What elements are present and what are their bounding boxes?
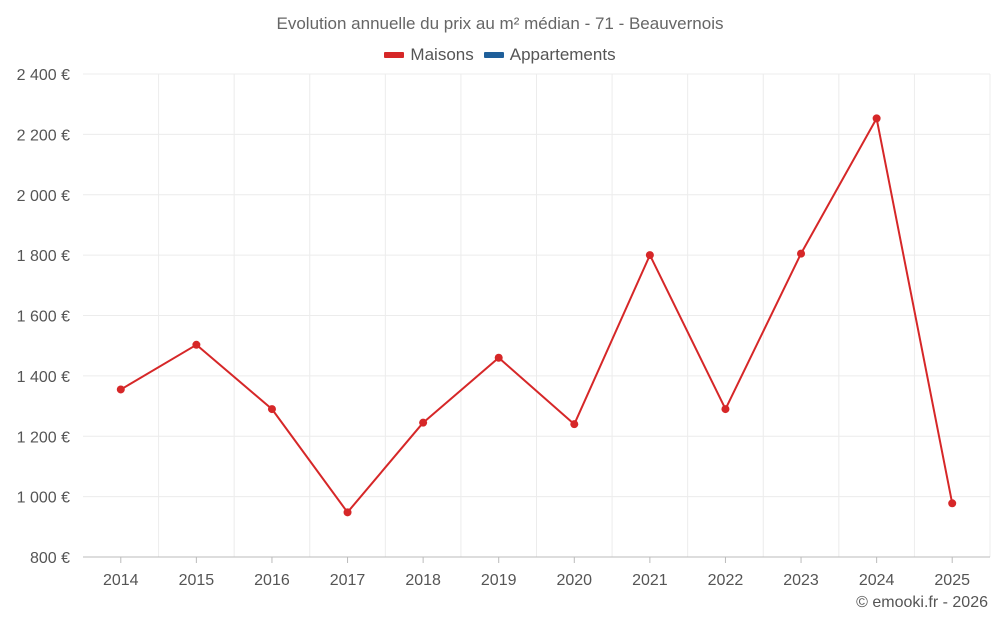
y-tick-label: 1 000 € bbox=[17, 490, 70, 507]
data-point bbox=[419, 418, 428, 427]
data-point bbox=[116, 385, 125, 394]
data-point bbox=[721, 405, 730, 414]
data-point bbox=[343, 508, 352, 517]
data-point bbox=[948, 499, 957, 508]
y-tick-label: 1 800 € bbox=[17, 248, 70, 265]
legend-swatch-maisons bbox=[384, 52, 405, 58]
credit: © emooki.fr - 2026 bbox=[856, 594, 988, 611]
x-tick-label: 2015 bbox=[179, 572, 215, 589]
legend-label-appartements: Appartements bbox=[509, 45, 616, 64]
data-point bbox=[872, 114, 881, 123]
x-tick-label: 2025 bbox=[934, 572, 970, 589]
y-tick-label: 1 200 € bbox=[17, 429, 70, 446]
legend: Maisons Appartements bbox=[0, 45, 1000, 65]
x-tick-label: 2016 bbox=[254, 572, 290, 589]
y-tick-label: 2 200 € bbox=[17, 127, 70, 144]
legend-item-appartements[interactable]: Appartements bbox=[483, 45, 616, 65]
x-tick-label: 2019 bbox=[481, 572, 517, 589]
x-tick-label: 2023 bbox=[783, 572, 819, 589]
data-point bbox=[645, 251, 654, 260]
data-point bbox=[267, 405, 276, 414]
x-tick-label: 2014 bbox=[103, 572, 139, 589]
x-tick-label: 2017 bbox=[330, 572, 366, 589]
legend-item-maisons[interactable]: Maisons bbox=[384, 45, 474, 65]
x-tick-label: 2022 bbox=[708, 572, 744, 589]
x-tick-label: 2018 bbox=[405, 572, 441, 589]
data-point bbox=[797, 249, 806, 258]
y-tick-label: 800 € bbox=[30, 550, 70, 567]
legend-label-maisons: Maisons bbox=[410, 45, 474, 64]
chart-title: Evolution annuelle du prix au m² médian … bbox=[276, 14, 724, 33]
x-tick-label: 2024 bbox=[859, 572, 895, 589]
x-tick-label: 2020 bbox=[556, 572, 592, 589]
series-line-maisons bbox=[120, 117, 954, 514]
y-tick-label: 1 600 € bbox=[17, 309, 70, 326]
y-tick-label: 2 400 € bbox=[17, 67, 70, 84]
y-tick-label: 1 400 € bbox=[17, 369, 70, 386]
x-tick-label: 2021 bbox=[632, 572, 668, 589]
data-point bbox=[192, 340, 201, 349]
data-point bbox=[494, 353, 503, 362]
legend-swatch-appartements bbox=[483, 52, 504, 58]
data-point bbox=[570, 420, 579, 429]
y-tick-label: 2 000 € bbox=[17, 188, 70, 205]
